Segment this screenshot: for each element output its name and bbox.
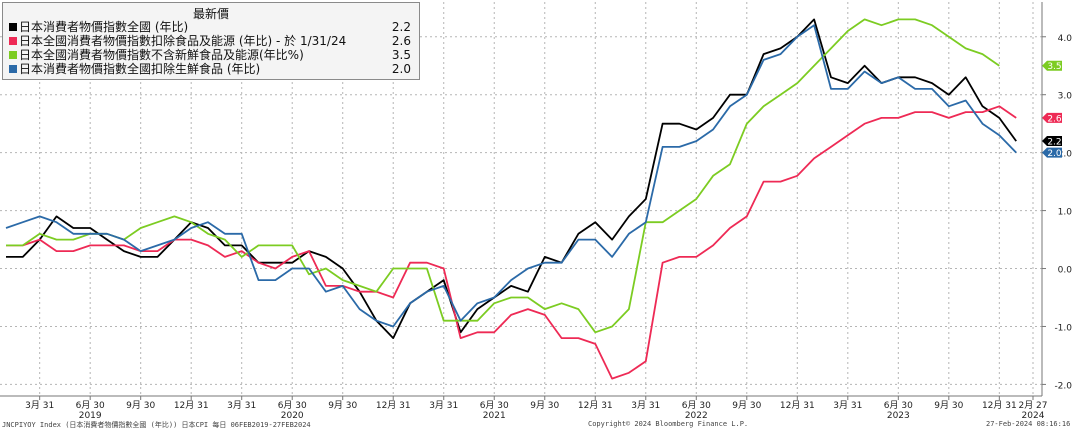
- x-tick-label: 9月 30: [530, 400, 559, 411]
- x-tick-label: 12月 31: [174, 400, 209, 411]
- legend-value: 2.6: [391, 34, 411, 48]
- x-tick-label: 12月 31: [982, 400, 1017, 411]
- x-tick-label: 6月 30: [76, 400, 105, 411]
- x-year-label: 2024: [1022, 411, 1045, 421]
- legend-label: 日本全國消費者物價指數扣除食品及能源 (年比) - 於 1/31/24: [19, 34, 347, 48]
- x-tick-label: 3月 31: [25, 400, 54, 411]
- x-tick-label: 2月 27: [1018, 400, 1047, 411]
- series-end-labels: 3.5 2.6 2.22.0: [1042, 60, 1062, 159]
- legend-label: 日本消費者物價指數全國扣除生鮮食品 (年比): [19, 62, 261, 76]
- legend-swatch: [9, 23, 17, 31]
- y-tick-label: 1.0: [1058, 208, 1073, 218]
- legend-swatch: [9, 51, 17, 59]
- legend-entry-core-core: 日本全國消費者物價指數扣除食品及能源 (年比) - 於 1/31/24 2.6: [9, 34, 415, 49]
- x-tick-label: 9月 30: [328, 400, 357, 411]
- end-label-tag: [1042, 136, 1062, 147]
- x-tick-label: 6月 30: [884, 400, 913, 411]
- legend-entry-ex-fresh-energy: 日本全國消費者物價指數不含新鮮食品及能源(年比%) 3.5: [9, 48, 415, 63]
- end-label-tag: [1042, 112, 1062, 123]
- x-year-label: 2021: [483, 411, 506, 421]
- x-tick-label: 9月 30: [732, 400, 761, 411]
- legend-value: 2.2: [391, 20, 411, 34]
- series-lines: [5, 18, 1017, 380]
- x-tick-label: 3月 31: [227, 400, 256, 411]
- x-tick-label: 3月 31: [631, 400, 660, 411]
- series-line-2: [6, 18, 1000, 334]
- legend-entry-ex-fresh-food: 日本消費者物價指數全國扣除生鮮食品 (年比) 2.0: [9, 62, 415, 77]
- footer-timestamp: 27-Feb-2024 08:16:16: [986, 420, 1071, 428]
- legend-swatch: [9, 65, 17, 73]
- y-tick-label: 4.0: [1058, 34, 1073, 44]
- y-tick-label: 2.0: [1058, 150, 1073, 160]
- end-label-tag: [1042, 147, 1062, 158]
- legend: 最新價 日本消費者物價指數全國 (年比) 2.2 日本全國消費者物價指數扣除食品…: [2, 2, 420, 80]
- y-tick-label: 3.0: [1058, 92, 1073, 102]
- legend-entry-cpi-all: 日本消費者物價指數全國 (年比) 2.2: [9, 20, 415, 35]
- x-tick-label: 6月 30: [682, 400, 711, 411]
- end-label-tag: [1042, 60, 1062, 71]
- y-tick-label: -1.0: [1054, 323, 1072, 333]
- legend-value: 3.5: [391, 48, 411, 62]
- footer-copyright: Copyright© 2024 Bloomberg Finance L.P.: [588, 420, 749, 428]
- legend-label: 日本全國消費者物價指數不含新鮮食品及能源(年比%): [19, 48, 304, 62]
- y-tick-label: 0.0: [1058, 266, 1073, 276]
- x-tick-label: 12月 31: [376, 400, 411, 411]
- series-line-3: [5, 24, 1017, 328]
- end-label-text: 3.5: [1047, 62, 1061, 72]
- footer-source: JNCPIYOY Index (日本消費者物價指數全國 (年比)) 日本CPI …: [2, 421, 311, 429]
- legend-swatch: [9, 37, 17, 45]
- x-year-label: 2020: [281, 411, 304, 421]
- x-tick-label: 6月 30: [278, 400, 307, 411]
- x-year-label: 2022: [685, 411, 708, 421]
- y-tick-label: -2.0: [1054, 381, 1072, 391]
- legend-label: 日本消費者物價指數全國 (年比): [19, 20, 189, 34]
- x-tick-label: 9月 30: [126, 400, 155, 411]
- x-tick-label: 3月 31: [833, 400, 862, 411]
- x-tick-label: 12月 31: [578, 400, 613, 411]
- end-label-text: 2.0: [1047, 149, 1062, 159]
- legend-header: 最新價: [192, 7, 229, 21]
- x-tick-label: 12月 31: [780, 400, 815, 411]
- y-axis: 4.0 3.0 2.0 1.0 0.0 -1.0 -2.0: [1041, 2, 1073, 396]
- end-label-1: 2.6: [1042, 112, 1062, 124]
- x-year-label: 2023: [887, 411, 910, 421]
- x-tick-label: 9月 30: [934, 400, 963, 411]
- end-label-text: 2.2: [1047, 138, 1061, 148]
- x-tick-label: 3月 31: [429, 400, 458, 411]
- end-label-3: 2.0: [1042, 147, 1062, 159]
- end-label-0: 2.2: [1042, 136, 1062, 148]
- x-axis: 3月 31 6月 30 9月 30 12月 31 3月 31 6月 30 9月 30 12月 …: [0, 395, 1048, 421]
- legend-value: 2.0: [391, 62, 411, 76]
- x-tick-label: 6月 30: [480, 400, 509, 411]
- end-label-2: 3.5: [1042, 60, 1062, 72]
- x-year-label: 2019: [79, 411, 102, 421]
- end-label-text: 2.6: [1047, 114, 1062, 124]
